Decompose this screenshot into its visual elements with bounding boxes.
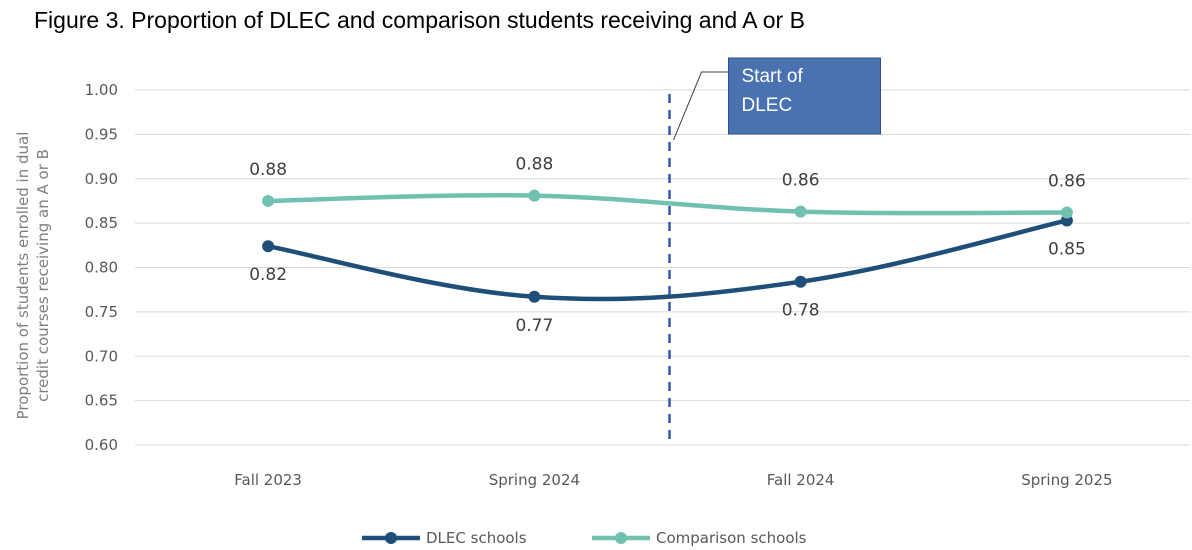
series-lines <box>262 189 1073 303</box>
data-label: 0.88 <box>515 155 553 175</box>
start-of-dlec-annotation: Start of DLEC <box>668 57 881 442</box>
callout-leader <box>673 71 730 141</box>
callout-text: Start of <box>742 66 804 87</box>
chart-title: Figure 3. Proportion of DLEC and compari… <box>34 7 805 33</box>
x-axis-categories: Fall 2023 Spring 2024 Fall 2024 Spring 2025 <box>234 471 1112 489</box>
y-tick-label: 0.85 <box>85 214 118 232</box>
data-label: 0.82 <box>249 265 287 285</box>
gridlines <box>135 89 1190 446</box>
legend-label: DLEC schools <box>426 529 527 547</box>
series-line-1 <box>265 193 1070 216</box>
data-label: 0.85 <box>1048 239 1086 259</box>
x-category-label: Spring 2025 <box>1021 471 1112 489</box>
y-axis-label: Proportion of students enrolled in dual c… <box>14 132 52 420</box>
data-label: 0.78 <box>782 301 820 321</box>
x-category-label: Fall 2024 <box>767 471 835 489</box>
data-point <box>262 240 275 253</box>
y-tick-label: 0.80 <box>85 259 118 277</box>
x-category-label: Fall 2023 <box>234 471 302 489</box>
callout-text: DLEC <box>742 95 793 116</box>
callout-box <box>728 57 881 135</box>
data-label: 0.86 <box>782 171 820 191</box>
y-tick-label: 0.60 <box>85 436 118 454</box>
data-point <box>528 290 541 303</box>
data-point <box>262 194 275 207</box>
data-point <box>528 189 541 202</box>
y-axis-ticks: 0.60 0.65 0.70 0.75 0.80 0.85 0.90 0.95 1.00 <box>85 81 118 454</box>
legend: DLEC schools Comparison schools <box>362 529 807 547</box>
y-tick-label: 1.00 <box>85 81 118 99</box>
y-tick-label: 0.90 <box>85 170 118 188</box>
data-point <box>794 275 807 288</box>
data-label: 0.86 <box>1048 171 1086 191</box>
data-labels: 0.82 0.77 0.78 0.85 0.88 0.88 0.86 0.86 <box>249 155 1086 336</box>
y-tick-label: 0.70 <box>85 347 118 365</box>
legend-label: Comparison schools <box>656 529 807 547</box>
legend-swatch-marker <box>615 532 627 544</box>
data-point <box>1060 206 1073 219</box>
data-label: 0.77 <box>515 316 553 336</box>
y-tick-label: 0.65 <box>85 392 118 410</box>
x-category-label: Spring 2024 <box>489 471 580 489</box>
data-label: 0.88 <box>249 160 287 180</box>
y-tick-label: 0.75 <box>85 303 118 321</box>
legend-swatch-marker <box>385 532 397 544</box>
series-line-0 <box>265 218 1070 302</box>
y-tick-label: 0.95 <box>85 125 118 143</box>
data-point <box>794 205 807 218</box>
